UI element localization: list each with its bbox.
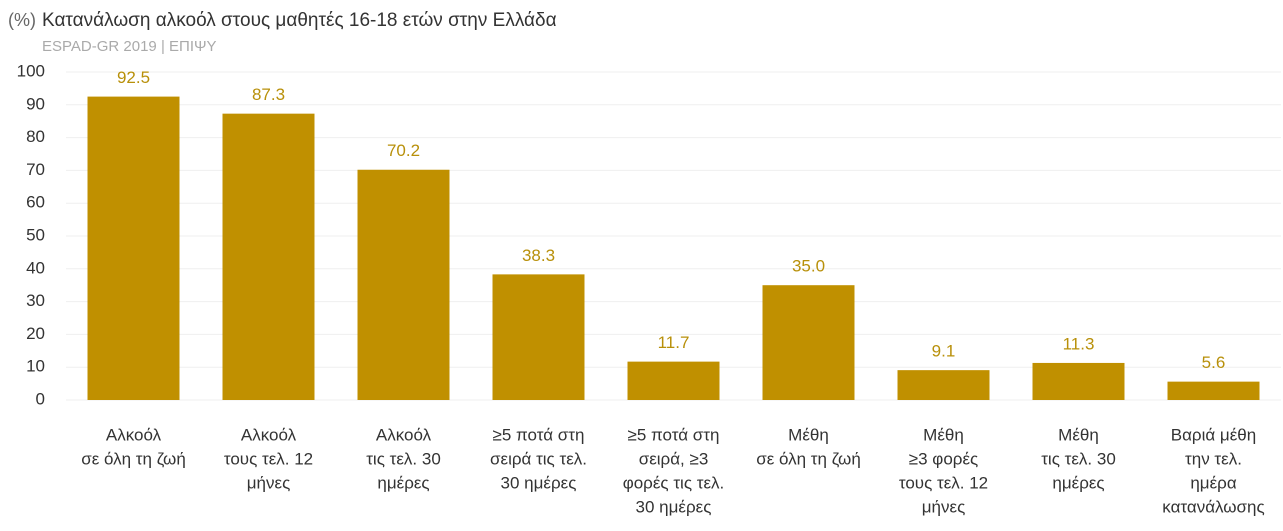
x-tick-label: Αλκοόλ	[241, 425, 297, 444]
x-tick-label: σειρά, ≥3	[639, 449, 709, 468]
y-tick-label: 20	[26, 324, 45, 343]
bar	[492, 274, 585, 400]
bar	[357, 169, 450, 400]
x-tick-label: Μέθη	[788, 425, 829, 444]
value-label: 70.2	[387, 141, 420, 160]
x-tick-label: σειρά τις τελ.	[490, 449, 587, 468]
x-tick-label: ≥5 ποτά στη	[628, 425, 720, 444]
bar	[897, 370, 990, 400]
x-tick-label: την τελ.	[1185, 449, 1242, 468]
x-tick-label: μήνες	[922, 497, 966, 516]
x-tick-label: τους τελ. 12	[899, 473, 988, 492]
value-label: 9.1	[932, 342, 956, 361]
y-tick-label: 50	[26, 225, 45, 244]
x-tick-label: Αλκοόλ	[106, 425, 162, 444]
x-tick-label: 30 ημέρες	[636, 497, 712, 516]
value-label: 5.6	[1202, 353, 1226, 372]
y-tick-label: 80	[26, 127, 45, 146]
x-tick-label: σε όλη τη ζωή	[81, 449, 186, 468]
bar	[762, 285, 855, 400]
x-tick-label: ημέρες	[377, 473, 429, 492]
y-tick-label: 100	[17, 61, 45, 80]
value-label: 35.0	[792, 257, 825, 276]
y-tick-label: 30	[26, 291, 45, 310]
x-tick-label: τους τελ. 12	[224, 449, 313, 468]
x-tick-label: τις τελ. 30	[1041, 449, 1116, 468]
x-tick-label: ημέρες	[1052, 473, 1104, 492]
bar	[1167, 381, 1260, 400]
chart-title: Κατανάλωση αλκοόλ στους μαθητές 16-18 ετ…	[42, 10, 557, 31]
y-tick-label: 70	[26, 160, 45, 179]
value-label: 11.7	[658, 333, 690, 352]
x-tick-label: ημέρα	[1190, 473, 1236, 492]
x-tick-label: μήνες	[247, 473, 291, 492]
value-label: 92.5	[117, 68, 150, 87]
value-label: 11.3	[1063, 334, 1095, 353]
x-tick-label: Μέθη	[923, 425, 964, 444]
y-tick-label: 90	[26, 94, 45, 113]
x-tick-label: φορές τις τελ.	[623, 473, 725, 492]
chart-subtitle: ESPAD-GR 2019 | ΕΠΙΨΥ	[42, 38, 217, 55]
y-tick-label: 40	[26, 258, 45, 277]
x-tick-label: Αλκοόλ	[376, 425, 432, 444]
x-tick-label: 30 ημέρες	[501, 473, 577, 492]
x-tick-label: Μέθη	[1058, 425, 1099, 444]
y-tick-label: 60	[26, 193, 45, 212]
value-label: 38.3	[522, 246, 555, 265]
y-tick-label: 10	[26, 357, 45, 376]
bar	[1032, 362, 1125, 400]
bar	[222, 113, 315, 400]
value-label: 87.3	[252, 85, 285, 104]
x-tick-label: ≥3 φορές	[909, 449, 978, 468]
x-tick-label: τις τελ. 30	[366, 449, 441, 468]
y-unit: (%)	[8, 10, 36, 30]
x-tick-label: σε όλη τη ζωή	[756, 449, 861, 468]
y-tick-label: 0	[36, 389, 45, 408]
bar	[87, 96, 180, 400]
x-tick-label: ≥5 ποτά στη	[493, 425, 585, 444]
x-tick-label: κατανάλωσης	[1162, 497, 1264, 516]
bar	[627, 361, 720, 400]
x-tick-label: Βαριά μέθη	[1171, 425, 1256, 444]
